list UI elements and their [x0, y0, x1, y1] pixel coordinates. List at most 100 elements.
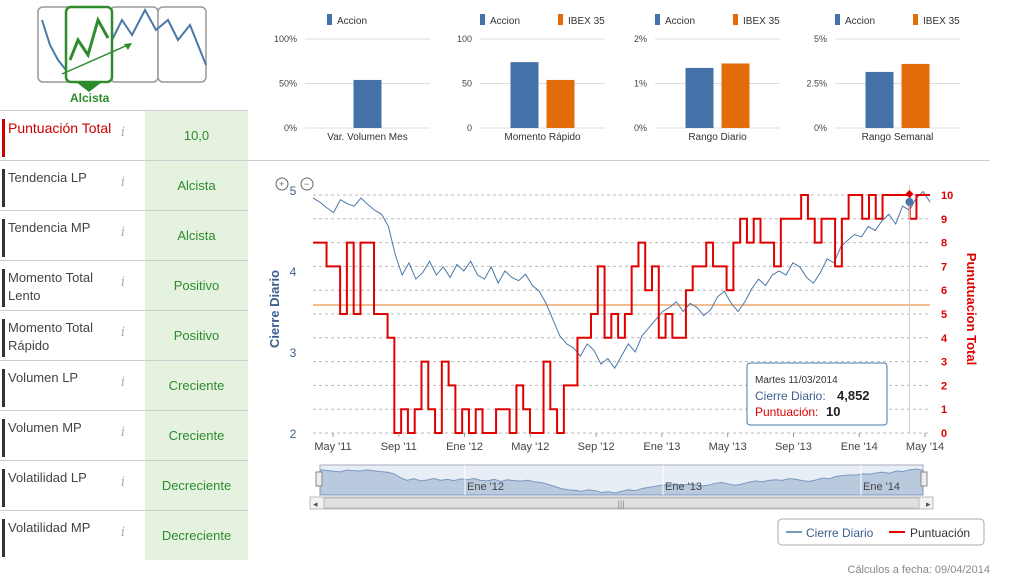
trend-badge: Alcista — [0, 0, 248, 110]
y2-tick-label: 2 — [941, 380, 947, 392]
chart-title: Rango Semanal — [862, 132, 934, 143]
navigator-series — [319, 468, 924, 496]
y-tick-label: 50% — [279, 79, 297, 89]
metric-label: Tendencia LP — [8, 170, 87, 185]
metric-label: Momento Total Lento — [8, 270, 94, 303]
y-tick-label: 2% — [634, 34, 647, 44]
legend-label: IBEX 35 — [568, 16, 605, 27]
y2-tick-label: 1 — [941, 404, 947, 416]
info-icon[interactable]: i — [120, 175, 126, 190]
bar-ibex — [901, 63, 930, 128]
x-tick-label: May '11 — [314, 441, 351, 453]
legend-label: Accion — [337, 16, 367, 27]
info-icon[interactable]: i — [120, 325, 126, 340]
y-tick-label: 2.5% — [806, 79, 827, 89]
info-icon[interactable]: i — [120, 425, 126, 440]
legend-swatch — [480, 14, 485, 25]
y-tick-label: 100 — [457, 34, 472, 44]
x-tick-label: Ene '12 — [446, 441, 483, 453]
info-icon[interactable]: i — [120, 225, 126, 240]
main-chart-svg: 2 3 4 5 0 1 2 3 4 5 6 7 8 9 10 Cierre Diario Punutuacion… — [267, 177, 985, 546]
bar-ibex — [721, 63, 750, 128]
legend-swatch — [733, 14, 738, 25]
zoom-in-icon-glyph: + — [279, 179, 284, 189]
y-tick-label: 0% — [814, 123, 827, 133]
metric-label: Volumen LP — [8, 370, 79, 385]
metric-value: 10,0 — [145, 111, 248, 160]
metric-value: Positivo — [145, 311, 248, 360]
tooltip-value1: 4,852 — [837, 388, 870, 403]
y-tick-label: 0% — [284, 123, 297, 133]
metric-row: Tendencia LP i Alcista — [0, 160, 248, 210]
trend-card-right — [109, 6, 207, 83]
tooltip-date: Martes 11/03/2014 — [755, 375, 838, 386]
scroll-right-icon: ▸ — [926, 499, 931, 509]
y-tick-label: 50 — [462, 79, 472, 89]
info-icon[interactable]: i — [120, 125, 126, 140]
metric-label: Volatilidad MP — [8, 520, 91, 535]
scroll-left-icon: ◂ — [313, 499, 318, 509]
legend-label-score: Puntuación — [910, 526, 970, 540]
legend-box — [777, 518, 985, 546]
metric-label: Momento Total Rápido — [8, 320, 94, 353]
scroll-grip-icon: ||| — [618, 499, 625, 509]
y2-tick-label: 7 — [941, 261, 947, 273]
zoom-out-icon[interactable] — [300, 177, 314, 191]
metric-label: Volatilidad LP — [8, 470, 87, 485]
navigator-label: Ene '13 — [665, 481, 702, 493]
mini-bar-chart: Accion IBEX 35 0% 1% 2% Rango Diario — [634, 14, 780, 143]
metric-value: Positivo — [145, 261, 248, 310]
tooltip-box — [746, 362, 888, 426]
legend-swatch — [327, 14, 332, 25]
x-tick-label: May '12 — [511, 441, 549, 453]
x-tick-label: May '14 — [906, 441, 944, 453]
legend-label: IBEX 35 — [743, 16, 780, 27]
metric-row: Momento Total Lento i Positivo — [0, 260, 248, 310]
navigator-label: Ene '14 — [863, 481, 900, 493]
x-tick-label: Ene '13 — [643, 441, 680, 453]
y-tick-label: 2 — [290, 427, 297, 441]
bar-ibex — [546, 79, 575, 128]
y2-tick-label: 5 — [941, 309, 947, 321]
legend-label-price: Cierre Diario — [806, 526, 874, 540]
price-marker — [905, 197, 914, 206]
y2-axis-title: Punutuacion Total — [964, 253, 979, 365]
row-accent-bar — [2, 469, 5, 507]
row-accent-bar — [2, 119, 5, 157]
info-icon[interactable]: i — [120, 475, 126, 490]
info-icon[interactable]: i — [120, 375, 126, 390]
y-tick-label: 100% — [274, 34, 297, 44]
main-price-score-chart: 2 3 4 5 0 1 2 3 4 5 6 7 8 9 10 Cierre Diario Punutuacion… — [255, 165, 990, 555]
metric-value: Alcista — [145, 211, 248, 260]
metric-row: Tendencia MP i Alcista — [0, 210, 248, 260]
legend-label: Accion — [845, 16, 875, 27]
info-icon[interactable]: i — [120, 525, 126, 540]
y-tick-label: 5 — [290, 184, 297, 198]
y2-tick-label: 6 — [941, 285, 947, 297]
zoom-out-icon-glyph: − — [304, 179, 309, 189]
y2-tick-label: 4 — [941, 333, 948, 345]
info-icon[interactable]: i — [120, 275, 126, 290]
zoom-in-icon[interactable] — [275, 177, 289, 191]
navigator-handle-left[interactable] — [315, 471, 323, 487]
navigator-handle-right[interactable] — [920, 471, 928, 487]
y2-tick-label: 10 — [941, 190, 953, 202]
metric-label: Volumen MP — [8, 420, 82, 435]
row-accent-bar — [2, 519, 5, 557]
legend-label: IBEX 35 — [923, 16, 960, 27]
tooltip-series1: Cierre Diario: — [755, 389, 826, 403]
metric-label: Tendencia MP — [8, 220, 91, 235]
chart-legend: Cierre Diario Puntuación — [777, 518, 985, 546]
metric-row: Volatilidad MP i Decreciente — [0, 510, 248, 560]
legend-label: Accion — [665, 16, 695, 27]
tooltip-value2: 10 — [826, 404, 840, 419]
scrollbar-thumb[interactable] — [323, 497, 920, 509]
chart-title: Momento Rápido — [504, 132, 581, 143]
x-tick-label: Sep '12 — [578, 441, 615, 453]
row-accent-bar — [2, 269, 5, 307]
navigator-label: Ene '12 — [467, 481, 504, 493]
divider — [248, 160, 990, 161]
metric-row: Volumen LP i Creciente — [0, 360, 248, 410]
row-accent-bar — [2, 419, 5, 457]
bar-accion — [353, 79, 382, 128]
